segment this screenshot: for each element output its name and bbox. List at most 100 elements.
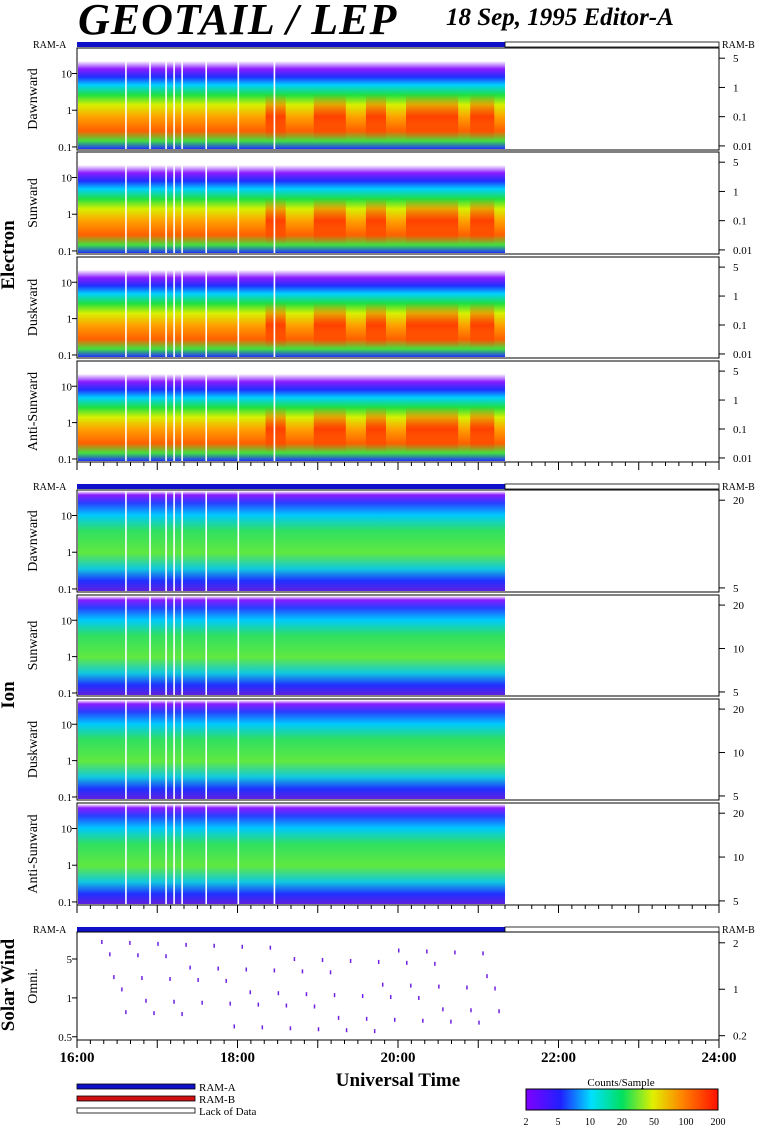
y-tick-label: 10 [61, 615, 73, 627]
right-tick-label: 10 [733, 852, 745, 864]
data-point [494, 986, 496, 991]
data-gap [165, 362, 167, 461]
hot-region [365, 302, 386, 348]
legend-swatch [76, 1095, 196, 1102]
data-gap [205, 804, 207, 904]
data-point [293, 957, 296, 962]
right-tick-label: 5 [733, 53, 739, 65]
data-point [450, 1019, 452, 1024]
right-tick-label: 10 [733, 748, 745, 760]
data-point [434, 961, 436, 966]
data-point [389, 995, 392, 1000]
right-tick-label: 0.1 [733, 424, 747, 436]
data-gap [149, 49, 151, 149]
data-gap [165, 258, 167, 357]
data-gap [205, 700, 207, 799]
data-point [466, 985, 468, 990]
colorbar-tick: 2 [524, 1117, 529, 1128]
panel-frame [76, 151, 720, 255]
legend-label: RAM-A [199, 1082, 236, 1094]
hot-region [365, 406, 386, 452]
right-tick-label: 1 [733, 984, 739, 996]
right-tick-label: 20 [733, 495, 745, 507]
data-gap [181, 700, 183, 799]
colorbar-tick: 200 [711, 1117, 726, 1128]
data-gap [205, 153, 207, 253]
y-tick-label: 1 [67, 105, 73, 117]
data-gap [165, 491, 167, 591]
data-point [245, 967, 248, 972]
lack-of-data-bar [504, 926, 720, 933]
right-tick-label: 20 [733, 808, 745, 820]
data-point [113, 975, 115, 980]
data-gap [125, 804, 127, 904]
colorbar-tick: 50 [649, 1117, 659, 1128]
y-tick-label: 10 [61, 719, 73, 731]
data-gap [273, 153, 276, 253]
data-point [410, 983, 412, 988]
group-label: Ion [0, 681, 19, 709]
ram-a-label: RAM-A [33, 40, 67, 51]
hot-region [470, 302, 495, 348]
lack-of-data-bar [504, 41, 720, 48]
data-point [442, 1007, 444, 1012]
data-point [426, 949, 428, 954]
data-point [321, 958, 324, 963]
y-tick-label: 10 [61, 69, 73, 81]
data-gap [237, 804, 240, 904]
y-tick-label: 0.1 [58, 142, 72, 154]
data-point [101, 940, 103, 944]
data-point [345, 1028, 348, 1033]
right-tick-label: 0.01 [733, 453, 752, 465]
data-gap [273, 362, 276, 461]
data-point [121, 987, 123, 992]
data-gap [237, 700, 240, 799]
data-point [213, 943, 215, 948]
data-gap [273, 804, 276, 904]
panel-frame [76, 698, 720, 801]
right-tick-label: 5 [733, 262, 739, 274]
data-point [406, 960, 408, 965]
data-point [233, 1024, 235, 1029]
page-title: GEOTAIL / LEP [78, 0, 398, 44]
x-axis-label: Universal Time [336, 1070, 460, 1091]
data-point [393, 1017, 396, 1022]
legend-label: RAM-B [199, 1094, 235, 1106]
data-point [269, 945, 272, 950]
data-point [189, 965, 191, 970]
data-point [201, 1000, 203, 1005]
data-point [197, 977, 199, 982]
data-point [486, 974, 488, 979]
y-tick-label: 1 [67, 314, 73, 326]
right-tick-label: 5 [733, 791, 739, 803]
data-point [125, 1010, 127, 1015]
page-subtitle: 18 Sep, 1995 Editor-A [446, 4, 674, 31]
y-tick-label: 0.1 [58, 897, 72, 909]
data-point [185, 942, 187, 947]
hot-region [265, 302, 286, 348]
y-tick-label: 1 [67, 860, 73, 872]
data-gap [205, 596, 207, 695]
hot-region [470, 93, 495, 140]
data-point [261, 1025, 264, 1030]
right-tick-label: 10 [733, 644, 745, 656]
data-gap [125, 596, 127, 695]
right-tick-label: 5 [733, 687, 739, 699]
panel-label: Sunward [26, 178, 41, 228]
ram-a-bar [77, 484, 505, 489]
data-gap [149, 258, 151, 357]
data-gap [149, 362, 151, 461]
data-point [337, 1015, 340, 1020]
data-point [225, 978, 227, 983]
data-point [454, 950, 456, 955]
hot-region [365, 197, 386, 244]
data-gap [237, 258, 240, 357]
panel-label: Anti-Sunward [26, 372, 41, 451]
hot-region [265, 406, 286, 452]
data-gap [173, 491, 175, 591]
panel-label: Duskward [26, 721, 41, 779]
data-gap [181, 596, 183, 695]
hot-region [406, 302, 459, 348]
x-tick-label: 22:00 [541, 1050, 576, 1066]
panel-frame [76, 489, 720, 593]
